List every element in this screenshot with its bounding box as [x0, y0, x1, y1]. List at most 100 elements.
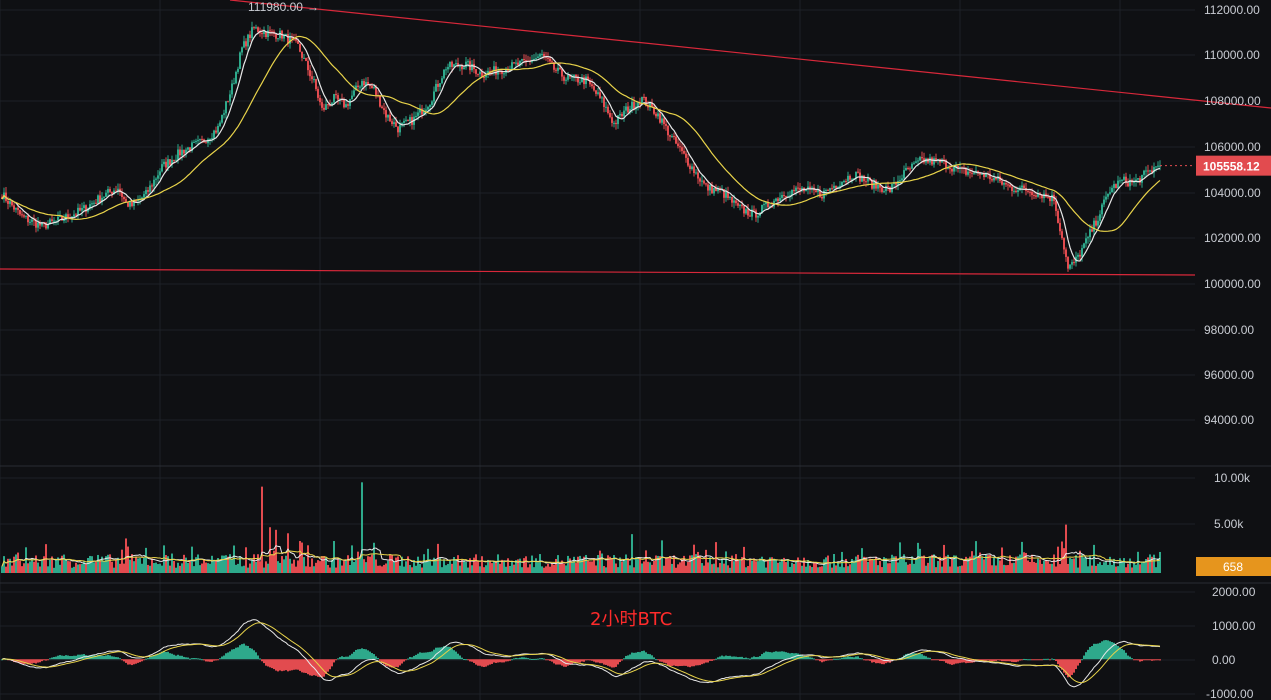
macd-histogram-bar	[779, 651, 781, 660]
macd-histogram-bar	[287, 659, 289, 672]
candle-body	[965, 168, 967, 175]
volume-bar	[653, 560, 655, 573]
candle-body	[325, 104, 327, 110]
volume-bar	[1017, 556, 1019, 573]
volume-bar	[487, 559, 489, 573]
volume-bar	[723, 563, 725, 573]
macd-histogram-bar	[63, 655, 65, 660]
last-volume-label: 658	[1223, 560, 1243, 574]
volume-bar	[213, 559, 215, 573]
volume-bar	[725, 551, 727, 573]
volume-bar	[465, 561, 467, 573]
volume-bar	[703, 565, 705, 573]
macd-tick-label: 0.00	[1212, 653, 1236, 667]
volume-bar	[747, 566, 749, 573]
volume-bar	[965, 556, 967, 573]
candle-body	[235, 71, 237, 84]
macd-histogram-bar	[881, 659, 883, 665]
macd-histogram-bar	[61, 655, 63, 660]
volume-bar	[239, 556, 241, 573]
candle-body	[113, 190, 115, 195]
macd-histogram-bar	[187, 657, 189, 660]
candle-body	[985, 173, 987, 178]
macd-histogram-bar	[871, 659, 873, 663]
macd-histogram-bar	[579, 659, 581, 663]
volume-bar	[591, 561, 593, 573]
macd-histogram-bar	[1001, 659, 1003, 662]
macd-histogram-bar	[613, 659, 615, 668]
moving-averages	[1, 29, 1161, 262]
candle-body	[399, 124, 401, 133]
macd-histogram-bar	[857, 656, 859, 660]
volume-bar	[91, 556, 93, 573]
candle-body	[935, 158, 937, 161]
macd-histogram-bar	[1109, 641, 1111, 660]
candle-body	[421, 108, 423, 115]
candle-body	[415, 115, 417, 117]
macd-histogram-bar	[265, 659, 267, 666]
candle-body	[799, 188, 801, 190]
volume-bar	[1111, 564, 1113, 573]
macd-histogram-bar	[285, 659, 287, 671]
candle-body	[931, 157, 933, 165]
volume-bar	[617, 567, 619, 573]
macd-histogram-bar	[867, 659, 869, 661]
candle-body	[29, 221, 31, 223]
candle-body	[135, 200, 137, 202]
volume-bar	[111, 561, 113, 573]
volume-bar	[459, 565, 461, 573]
volume-bar	[277, 561, 279, 573]
volume-bar	[1035, 562, 1037, 573]
volume-bar	[957, 566, 959, 573]
volume-bar	[543, 567, 545, 573]
volume-bar	[341, 565, 343, 573]
macd-histogram-bar	[919, 653, 921, 660]
macd-histogram-bar	[559, 659, 561, 665]
volume-bar	[1053, 554, 1055, 573]
volume-bar	[857, 554, 859, 573]
volume-bar	[1071, 558, 1073, 573]
macd-histogram-bar	[1003, 659, 1005, 662]
candle-body	[61, 216, 63, 221]
candle-body	[817, 190, 819, 192]
candle-body	[1005, 183, 1007, 185]
candle-body	[59, 216, 61, 218]
volume-bar	[1097, 563, 1099, 573]
volume-bar	[861, 548, 863, 573]
macd-histogram-bar	[409, 656, 411, 660]
volume-bar	[109, 554, 111, 573]
volume-bar	[51, 556, 53, 573]
volume-bar	[775, 559, 777, 573]
macd-histogram-bar	[1089, 647, 1091, 660]
macd-histogram-bar	[241, 644, 243, 660]
candle-body	[971, 172, 973, 174]
volume-bar	[415, 565, 417, 573]
volume-bar	[1075, 555, 1077, 573]
volume-bar	[1109, 556, 1111, 573]
macd-histogram-bar	[599, 659, 601, 664]
candle-body	[503, 73, 505, 75]
volume-bar	[559, 564, 561, 573]
volume-bar	[913, 563, 915, 573]
candle-body	[397, 126, 399, 133]
volume-bar	[953, 555, 955, 573]
price-tick-label: 104000.00	[1204, 186, 1261, 200]
macd-histogram-bar	[807, 656, 809, 660]
candle-body	[371, 86, 373, 89]
volume-bar	[1103, 562, 1105, 573]
volume-bar	[79, 564, 81, 573]
volume-bar	[867, 561, 869, 573]
candle-body	[385, 110, 387, 118]
candle-body	[827, 190, 829, 192]
candle-body	[593, 86, 595, 91]
candle-body	[117, 188, 119, 191]
volume-bar	[175, 567, 177, 573]
candle-body	[1093, 220, 1095, 232]
price-tick-label: 98000.00	[1204, 323, 1254, 337]
candle-body	[839, 185, 841, 188]
macd-histogram-bar	[451, 648, 453, 660]
volume-bar	[659, 556, 661, 573]
candle-body	[81, 208, 83, 211]
macd-histogram-bar	[449, 646, 451, 660]
